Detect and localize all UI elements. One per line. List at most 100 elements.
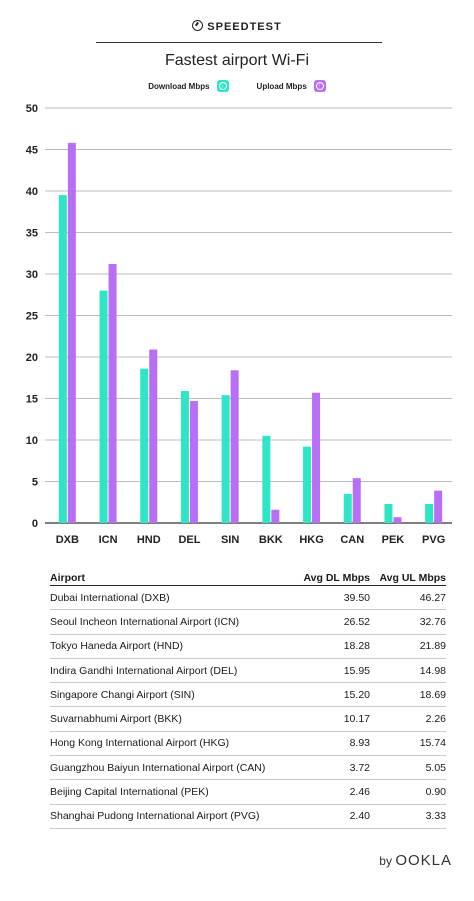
upload-bar — [189, 400, 198, 523]
chart-title: Fastest airport Wi-Fi — [164, 52, 309, 69]
upload-bar — [149, 349, 158, 523]
download-bar — [140, 368, 149, 523]
table-row: Suvarnabhumi Airport (BKK) 10.17 2.26 — [50, 707, 446, 732]
table-row: Beijing Capital International (PEK) 2.46 0… — [50, 780, 446, 805]
download-bar — [58, 195, 67, 523]
download-bar — [303, 446, 312, 523]
upload-bar — [312, 392, 321, 523]
cell-airport: Guangzhou Baiyun International Airport (… — [50, 761, 266, 774]
legend-item-download: Download Mbps ↓ — [148, 80, 229, 92]
header-divider — [96, 42, 382, 43]
cell-airport: Tokyo Haneda Airport (HND) — [50, 640, 184, 653]
legend-label-download: Download Mbps — [148, 81, 210, 91]
cell-avg-ul: 3.33 — [425, 810, 446, 823]
speedtest-logo: SPEEDTEST — [0, 20, 474, 33]
bar-chart: 0 5 10 15 20 25 30 35 40 45 50 DXB ICN HND DEL SIN BKK HK… — [26, 103, 452, 546]
y-tick-label: 50 — [26, 103, 38, 115]
ookla-logo: by OOKLA — [379, 852, 452, 869]
table-row: Dubai International (DXB) 39.50 46.27 — [50, 586, 446, 611]
x-tick-label: PEK — [382, 534, 405, 546]
download-bar — [99, 290, 108, 523]
upload-bar — [271, 509, 280, 523]
table-row: Hong Kong International Airport (HKG) 8.9… — [50, 732, 446, 757]
x-tick-label: DXB — [56, 534, 79, 546]
cell-avg-ul: 21.89 — [419, 640, 446, 653]
y-tick-label: 0 — [32, 518, 38, 530]
cell-airport: Seoul Incheon International Airport (ICN… — [50, 615, 240, 628]
x-tick-label: DEL — [178, 534, 200, 546]
x-tick-label: BKK — [259, 534, 283, 546]
cell-avg-dl: 15.95 — [343, 664, 370, 677]
y-tick-label: 20 — [26, 352, 38, 364]
y-tick-label: 25 — [26, 311, 38, 323]
cell-airport: Dubai International (DXB) — [50, 591, 170, 604]
cell-avg-dl: 10.17 — [343, 713, 370, 726]
cell-avg-dl: 2.40 — [349, 810, 370, 823]
speedometer-icon — [192, 20, 204, 31]
table-row: Tokyo Haneda Airport (HND) 18.28 21.89 — [50, 635, 446, 659]
upload-bar — [108, 264, 117, 523]
x-tick-label: SIN — [221, 534, 239, 546]
x-tick-label: HKG — [299, 534, 323, 546]
footer-brand: OOKLA — [395, 852, 452, 869]
cell-airport: Hong Kong International Airport (HKG) — [50, 737, 230, 750]
cell-avg-dl: 8.93 — [349, 737, 370, 750]
x-tick-label: ICN — [99, 534, 118, 546]
download-bar — [343, 493, 352, 523]
y-tick-label: 5 — [32, 477, 38, 489]
chart-legend: Download Mbps ↓ Upload Mbps ↑ — [0, 80, 474, 92]
speed-table: Airport Avg DL Mbps Avg UL Mbps Dubai In… — [50, 570, 446, 829]
upload-icon: ↑ — [313, 80, 326, 92]
upload-bar — [393, 517, 402, 523]
upload-bar — [434, 490, 443, 523]
download-bar — [262, 435, 271, 523]
table-row: Shanghai Pudong International Airport (P… — [50, 805, 446, 829]
x-tick-label: CAN — [340, 534, 364, 546]
x-tick-label: PVG — [422, 534, 445, 546]
x-tick-label: HND — [137, 534, 161, 546]
legend-label-upload: Upload Mbps — [256, 81, 307, 91]
table-row: Singapore Changi Airport (SIN) 15.20 18.69 — [50, 683, 446, 708]
cell-airport: Singapore Changi Airport (SIN) — [50, 688, 195, 701]
cell-avg-dl: 2.46 — [349, 786, 370, 799]
cell-avg-ul: 5.05 — [425, 761, 446, 774]
table-row: Seoul Incheon International Airport (ICN… — [50, 610, 446, 635]
cell-airport: Shanghai Pudong International Airport (P… — [50, 810, 260, 823]
cell-avg-ul: 0.90 — [425, 786, 446, 799]
y-tick-label: 30 — [26, 269, 38, 281]
cell-avg-ul: 15.74 — [419, 737, 446, 750]
cell-avg-dl: 3.72 — [349, 761, 370, 774]
cell-avg-dl: 26.52 — [343, 615, 370, 628]
table-header: Airport Avg DL Mbps Avg UL Mbps — [50, 570, 446, 586]
y-tick-label: 35 — [26, 228, 38, 240]
cell-avg-ul: 18.69 — [419, 688, 446, 701]
cell-avg-ul: 2.26 — [425, 713, 446, 726]
header-avg-ul: Avg UL Mbps — [379, 571, 446, 584]
y-tick-label: 40 — [26, 186, 38, 198]
cell-avg-dl: 39.50 — [343, 591, 370, 604]
table-row: Guangzhou Baiyun International Airport (… — [50, 756, 446, 781]
cell-avg-ul: 32.76 — [419, 615, 446, 628]
cell-avg-dl: 15.20 — [343, 688, 370, 701]
download-bar — [221, 395, 230, 523]
cell-avg-ul: 46.27 — [419, 591, 446, 604]
cell-avg-ul: 14.98 — [419, 664, 446, 677]
upload-bar — [352, 478, 361, 523]
upload-bar — [230, 370, 239, 523]
cell-airport: Suvarnabhumi Airport (BKK) — [50, 713, 182, 726]
download-bar — [180, 391, 189, 523]
cell-airport: Indira Gandhi International Airport (DEL… — [50, 664, 238, 677]
upload-bar — [67, 142, 76, 524]
y-tick-label: 10 — [26, 435, 38, 447]
brand-name: SPEEDTEST — [207, 21, 282, 33]
table-row: Indira Gandhi International Airport (DEL… — [50, 659, 446, 684]
header-avg-dl: Avg DL Mbps — [303, 571, 370, 584]
cell-avg-dl: 18.28 — [343, 640, 370, 653]
footer-by: by — [379, 854, 392, 868]
download-bar — [425, 503, 434, 523]
download-bar — [384, 503, 393, 523]
legend-item-upload: Upload Mbps ↑ — [257, 80, 326, 92]
y-tick-label: 15 — [26, 394, 38, 406]
y-tick-label: 45 — [26, 145, 38, 157]
header-airport: Airport — [50, 571, 85, 584]
